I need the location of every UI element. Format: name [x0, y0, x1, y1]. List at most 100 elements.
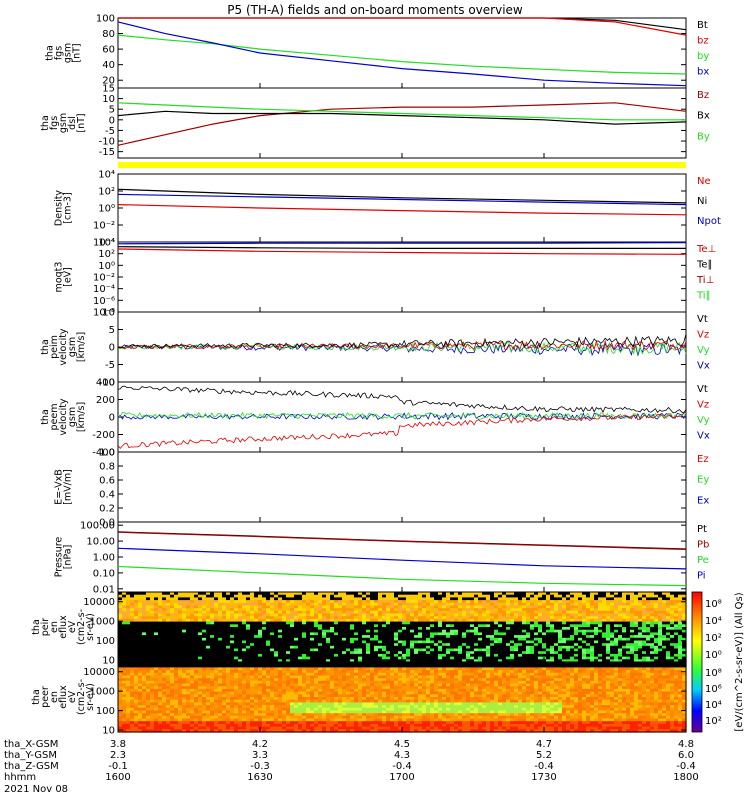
ylabel-line: Density — [54, 190, 65, 226]
spectrogram-cell — [598, 594, 603, 598]
spectrogram-cell — [326, 637, 331, 642]
spectrogram-cell — [478, 627, 483, 631]
spectrogram-cell — [638, 594, 643, 598]
spectrogram-cell — [138, 721, 143, 725]
spectrogram-cell — [194, 672, 199, 677]
spectrogram-cell — [474, 640, 479, 644]
spectrogram-cell — [250, 667, 255, 671]
spectrogram-cell — [270, 605, 275, 609]
spectrogram-cell — [378, 629, 383, 633]
spectrogram-cell — [470, 653, 475, 658]
spectrogram-cell — [506, 594, 511, 598]
spectrogram-cell — [166, 670, 171, 674]
spectrogram-cell — [526, 618, 531, 623]
spectrogram-cell — [446, 629, 451, 633]
spectrogram-cell — [210, 718, 215, 722]
spectrogram-cell — [262, 632, 267, 636]
spectrogram-cell — [386, 635, 391, 639]
spectrogram-cell — [318, 602, 323, 607]
spectrogram-cell — [142, 597, 147, 601]
spectrogram-cell — [614, 640, 619, 644]
spectrogram-cell — [230, 710, 235, 714]
spectrogram-cell — [658, 659, 663, 663]
spectrogram-cell — [458, 656, 463, 660]
spectrogram-cell — [542, 610, 547, 615]
spectrogram-cell — [318, 608, 323, 612]
spectrogram-cell — [122, 667, 127, 671]
spectrogram-cell — [286, 594, 291, 598]
spectrogram-cell — [242, 705, 247, 709]
spectrogram-cell — [206, 632, 211, 636]
spectrogram-cell — [622, 605, 627, 609]
spectrogram-cell — [154, 683, 159, 687]
spectrogram-cell — [610, 637, 615, 642]
spectrogram-cell — [118, 643, 123, 647]
spectrogram-cell — [362, 635, 367, 639]
spectrogram-cell — [650, 637, 655, 642]
spectrogram-cell — [470, 645, 475, 650]
spectrogram-cell — [598, 610, 603, 615]
spectrogram-cell — [594, 651, 599, 655]
spectrogram-cell — [262, 726, 267, 730]
spectrogram-cell — [510, 645, 515, 650]
spectrogram-cell — [226, 670, 231, 674]
spectrogram-cell — [358, 600, 363, 604]
spectrogram-cell — [390, 648, 395, 652]
spectrogram-cell — [206, 707, 211, 712]
spectrogram-cell — [546, 594, 551, 598]
spectrogram-cell — [562, 605, 567, 609]
spectrogram-cell — [142, 686, 147, 690]
spectrogram-cell — [318, 618, 323, 623]
spectrogram-cell — [638, 635, 643, 639]
spectrogram-cell — [386, 592, 391, 596]
spectrogram-cell — [566, 635, 571, 639]
spectrogram-cell — [526, 637, 531, 642]
spectrogram-cell — [490, 645, 495, 650]
spectrogram-cell — [150, 600, 155, 604]
spectrogram-cell — [322, 600, 327, 604]
spectrogram-cell — [378, 640, 383, 644]
spectrogram-cell — [414, 645, 419, 650]
spectrogram-cell — [162, 675, 167, 679]
legend-Vz: Vz — [697, 330, 709, 341]
spectrogram-cell — [358, 637, 363, 642]
spectrogram-cell — [174, 680, 179, 685]
spectrogram-cell — [178, 686, 183, 690]
spectrogram-cell — [162, 653, 167, 658]
spectrogram-cell — [146, 672, 151, 677]
spectrogram-cell — [462, 643, 467, 647]
spectrogram-cell — [370, 621, 375, 625]
spectrogram-cell — [638, 608, 643, 612]
ylabel-line: dsl — [67, 116, 78, 130]
spectrogram-cell — [322, 643, 327, 647]
spectrogram-cell — [566, 605, 571, 609]
spectrogram-cell — [262, 680, 267, 685]
spectrogram-cell — [138, 600, 143, 604]
ytick-label: 10⁴ — [98, 238, 115, 249]
spectrogram-cell — [522, 621, 527, 625]
spectrogram-cell — [562, 648, 567, 652]
spectrogram-cell — [134, 594, 139, 598]
spectrogram-cell — [682, 635, 687, 639]
spectrogram-cell — [222, 715, 227, 720]
spectrogram-cell — [546, 592, 551, 596]
spectrogram-cell — [366, 610, 371, 615]
spectrogram-cell — [378, 653, 383, 658]
spectrogram-cell — [290, 602, 295, 607]
spectrogram-cell — [286, 597, 291, 601]
spectrogram-cell — [438, 610, 443, 615]
spectrogram-cell — [282, 640, 287, 644]
spectrogram-cell — [594, 653, 599, 658]
spectrogram-cell — [178, 613, 183, 617]
spectrogram-cell — [194, 613, 199, 617]
spectrogram-cell — [346, 627, 351, 631]
spectrogram-cell — [238, 613, 243, 617]
spectrogram-cell — [218, 683, 223, 687]
spectrogram-cell — [398, 618, 403, 623]
spectrogram-cell — [238, 707, 243, 712]
spectrogram-cell — [158, 656, 163, 660]
spectrogram-cell — [158, 616, 163, 620]
spectrogram-cell — [234, 723, 239, 728]
spectrogram-cell — [498, 618, 503, 623]
spectrogram-cell — [194, 667, 199, 671]
